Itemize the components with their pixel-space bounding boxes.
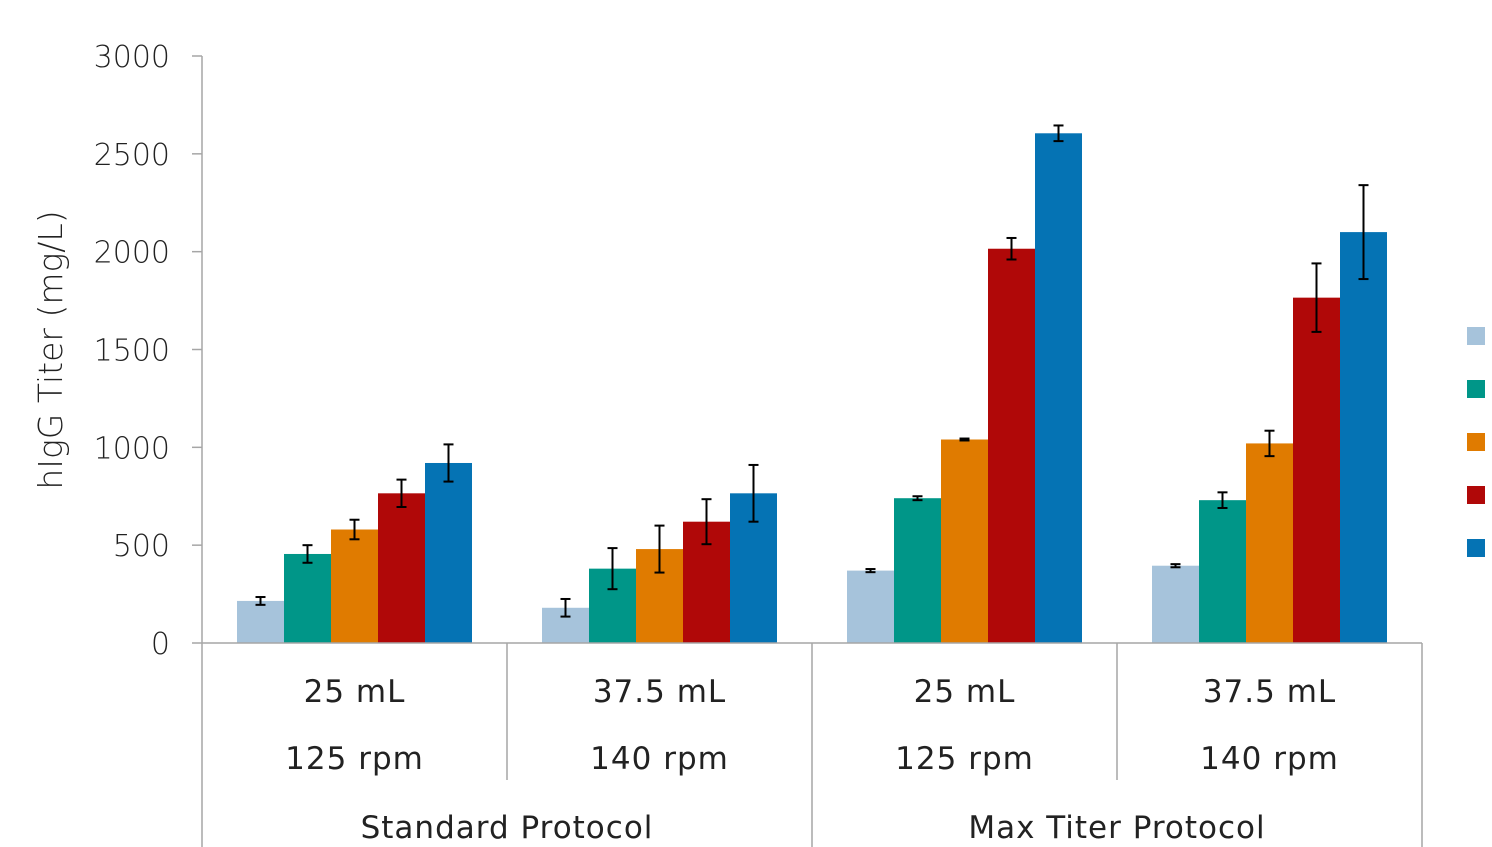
- x-label-volume: 37.5 mL: [593, 674, 726, 710]
- bars: [237, 133, 1387, 643]
- y-tick-label: 2500: [94, 138, 170, 173]
- x-label-protocol: Max Titer Protocol: [968, 810, 1265, 846]
- x-label-volume: 37.5 mL: [1203, 674, 1336, 710]
- y-tick-label: 2000: [94, 236, 170, 271]
- bar: [1199, 500, 1246, 643]
- y-tick-label: 3000: [94, 40, 170, 75]
- legend-swatch: [1467, 486, 1485, 504]
- x-label-volume: 25 mL: [304, 674, 406, 710]
- y-axis: 0 500 1000 1500 2000 2500 3000: [94, 40, 203, 662]
- x-axis: 25 mL 37.5 mL 25 mL 37.5 mL 125 rpm 140 rpm 12…: [201, 642, 1423, 847]
- bar: [331, 529, 378, 643]
- x-label-speed: 140 rpm: [1200, 741, 1339, 777]
- x-label-speed: 125 rpm: [285, 741, 424, 777]
- bar: [894, 498, 941, 643]
- bar: [847, 570, 894, 643]
- bar: [425, 462, 472, 643]
- legend: [1467, 327, 1485, 557]
- x-label-volume: 25 mL: [914, 674, 1016, 710]
- x-label-speed: 125 rpm: [895, 741, 1034, 777]
- bar: [237, 600, 284, 643]
- y-tick-label: 0: [151, 627, 170, 662]
- bar: [988, 248, 1035, 643]
- y-tick-label: 500: [113, 529, 170, 564]
- x-label-speed: 140 rpm: [590, 741, 729, 777]
- legend-swatch: [1467, 539, 1485, 557]
- y-tick-label: 1000: [94, 431, 170, 466]
- bar: [1293, 297, 1340, 643]
- y-axis-title: hIgG Titer (mg/L): [31, 210, 70, 489]
- y-tick-label: 1500: [94, 334, 170, 369]
- x-label-protocol: Standard Protocol: [361, 810, 654, 846]
- bar: [284, 553, 331, 643]
- bar: [1035, 133, 1082, 643]
- bar: [378, 493, 425, 643]
- error-bars: [255, 124, 1369, 618]
- bar: [1340, 232, 1387, 643]
- legend-swatch: [1467, 380, 1485, 398]
- bar: [1246, 443, 1293, 643]
- legend-swatch: [1467, 433, 1485, 451]
- bar: [1152, 565, 1199, 643]
- legend-swatch: [1467, 327, 1485, 345]
- bar: [941, 439, 988, 643]
